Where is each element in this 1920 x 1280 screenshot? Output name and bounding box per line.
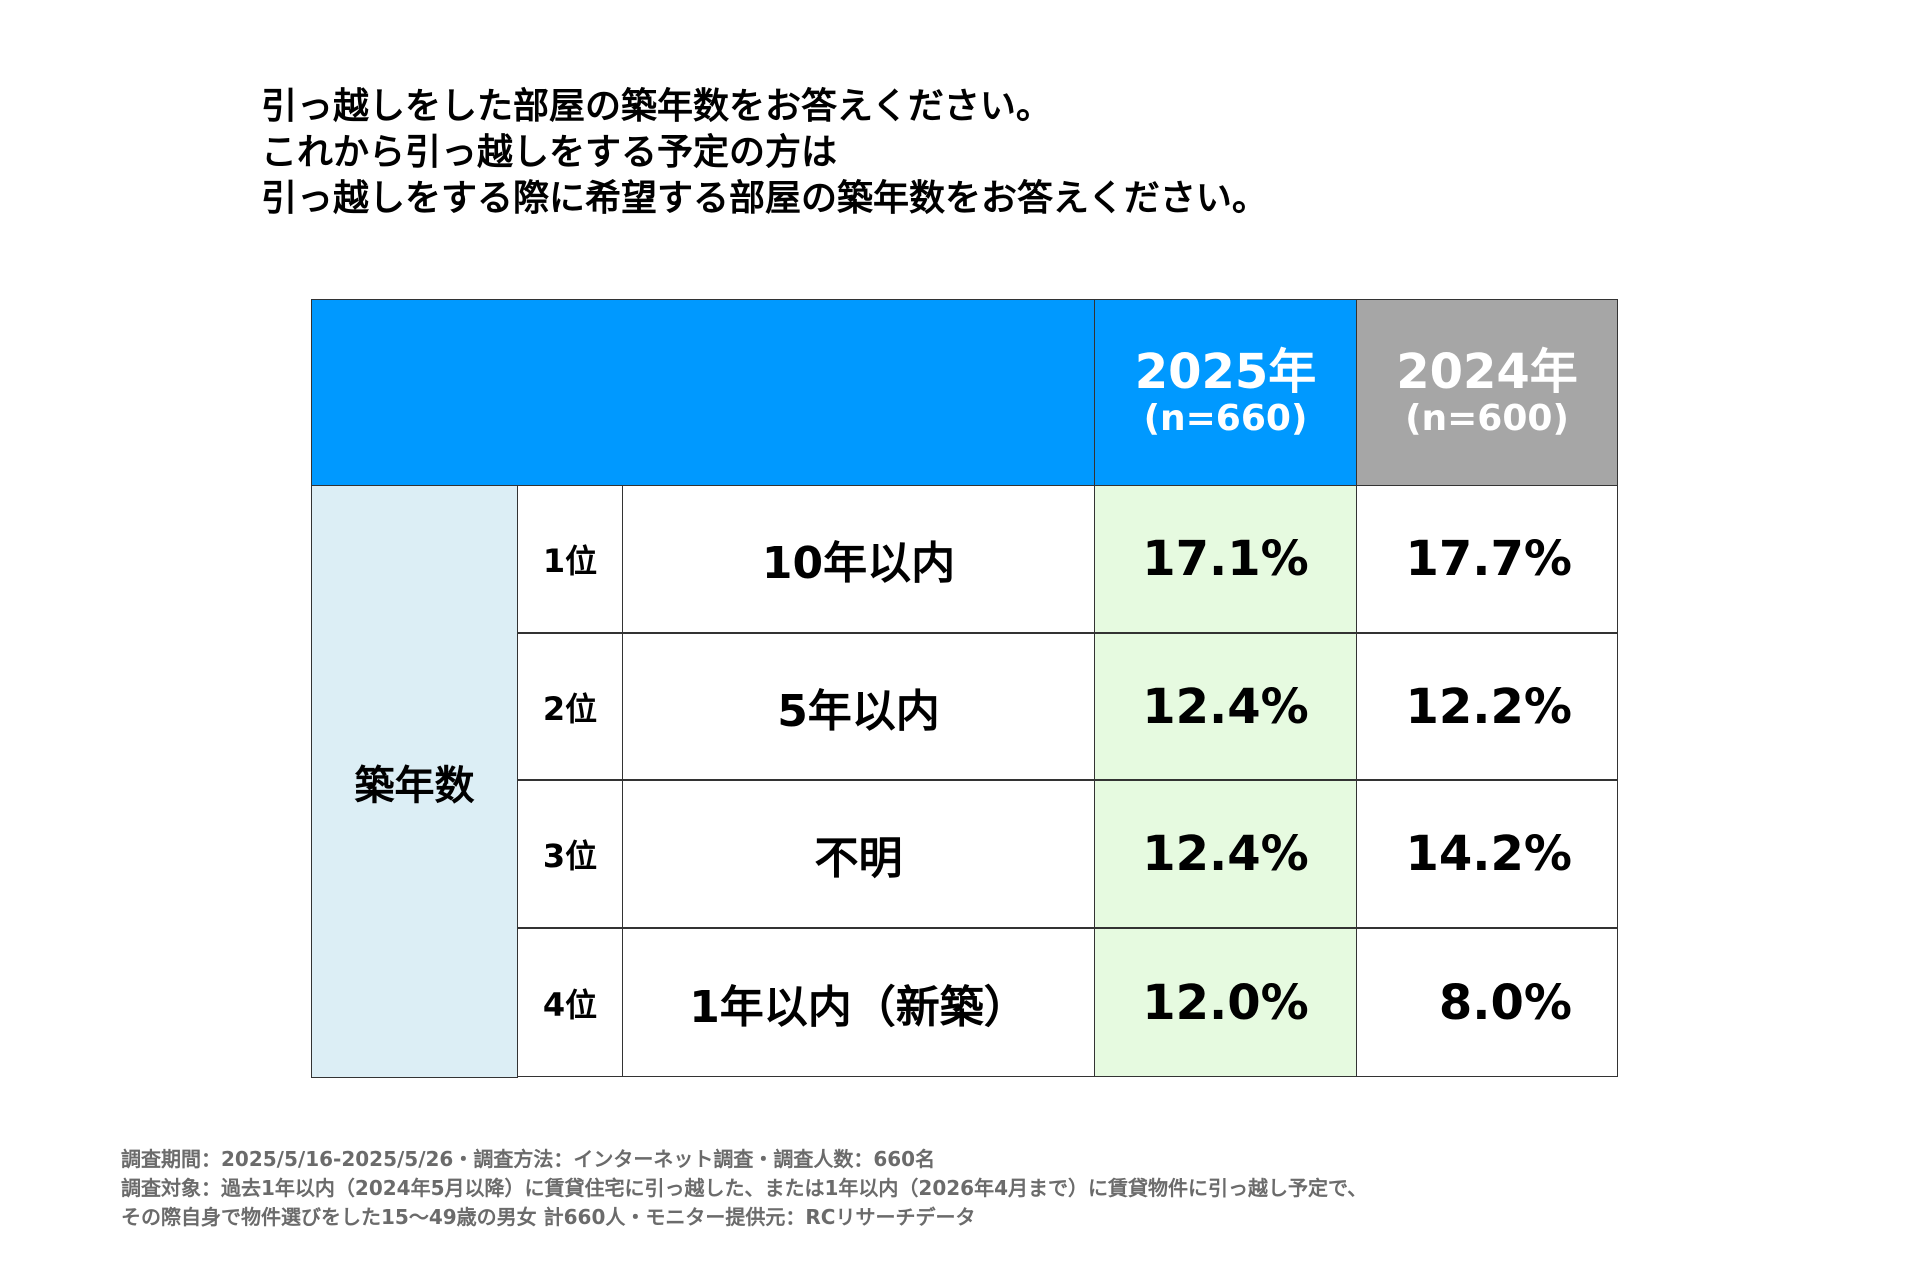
rank-cell: 2位 — [517, 633, 623, 780]
value-2025-cell: 12.4% — [1094, 633, 1357, 780]
title-line: 引っ越しをする際に希望する部屋の築年数をお答えください。 — [261, 178, 1268, 219]
title-line: これから引っ越しをする予定の方は — [261, 132, 838, 173]
value-2025-cell: 12.4% — [1094, 780, 1357, 928]
rank-cell: 4位 — [517, 928, 623, 1077]
value-2025-cell: 12.0% — [1094, 928, 1357, 1077]
rank-cell: 1位 — [517, 485, 623, 633]
header-2025: 2025年 (n=660) — [1094, 299, 1357, 486]
header-2024: 2024年 (n=600) — [1356, 299, 1618, 486]
rank-cell: 3位 — [517, 780, 623, 928]
header-n: (n=600) — [1405, 398, 1569, 440]
question-title: 引っ越しをした部屋の築年数をお答えください。 これから引っ越しをする予定の方は … — [261, 84, 1268, 222]
footnote-line: 調査対象：過去1年以内（2024年5月以降）に賃貸住宅に引っ越した、または1年以… — [121, 1176, 1368, 1200]
header-year: 2024年 — [1396, 344, 1578, 401]
label-cell: 5年以内 — [622, 633, 1095, 780]
footnote: 調査期間：2025/5/16-2025/5/26・調査方法：インターネット調査・… — [121, 1145, 1367, 1232]
value-2024-cell: 12.2% — [1356, 633, 1618, 780]
category-cell: 築年数 — [311, 485, 518, 1078]
title-line: 引っ越しをした部屋の築年数をお答えください。 — [261, 86, 1052, 127]
footnote-line: その際自身で物件選びをした15～49歳の男女 計660人・モニター提供元：RCリ… — [121, 1205, 976, 1229]
label-cell: 1年以内（新築） — [622, 928, 1095, 1077]
value-2025-cell: 17.1% — [1094, 485, 1357, 633]
value-2024-cell: 14.2% — [1356, 780, 1618, 928]
header-blank — [311, 299, 1095, 486]
label-cell: 不明 — [622, 780, 1095, 928]
value-2024-cell: 8.0% — [1356, 928, 1618, 1077]
header-year: 2025年 — [1134, 344, 1317, 401]
header-n: (n=660) — [1143, 398, 1308, 440]
footnote-line: 調査期間：2025/5/16-2025/5/26・調査方法：インターネット調査・… — [121, 1147, 936, 1171]
label-cell: 10年以内 — [622, 485, 1095, 633]
value-2024-cell: 17.7% — [1356, 485, 1618, 633]
